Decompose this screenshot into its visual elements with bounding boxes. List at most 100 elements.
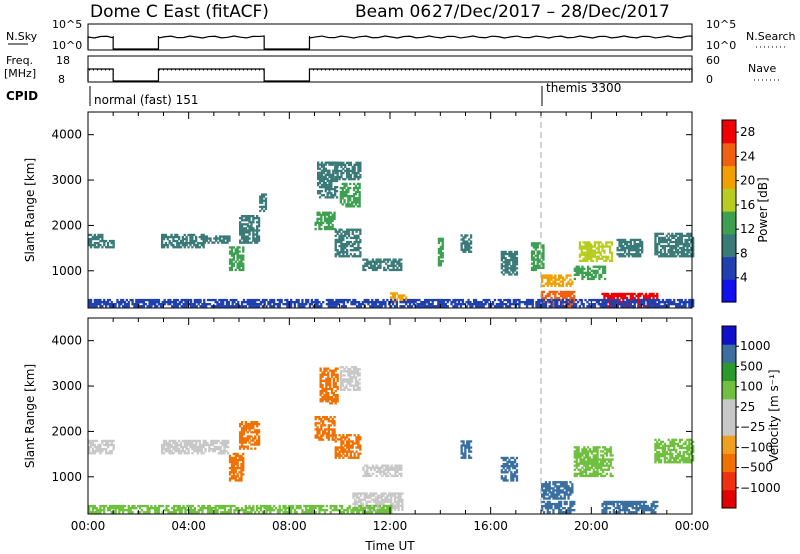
echo-cell (154, 303, 157, 306)
echo-cell (540, 244, 543, 247)
echo-cell (99, 301, 102, 304)
echo-cell (252, 305, 255, 308)
echo-cell (527, 301, 531, 304)
echo-cell (178, 246, 181, 249)
echo-cell (219, 452, 222, 455)
echo-cell (536, 250, 539, 253)
echo-cell (461, 301, 464, 304)
echo-cell (324, 161, 327, 164)
echo-cell (333, 303, 336, 306)
echo-cell (335, 196, 339, 199)
echo-cell (390, 292, 393, 295)
echo-cell (608, 245, 612, 248)
echo-cell (183, 452, 186, 455)
echo-cell (323, 367, 326, 370)
echo-cell (573, 509, 576, 512)
echo-cell (565, 491, 568, 494)
echo-cell (146, 298, 149, 302)
echo-cell (339, 388, 342, 391)
echo-region (314, 416, 336, 441)
y-tick-label: 3000 (51, 173, 82, 187)
echo-cell (248, 225, 251, 228)
echo-cell (228, 458, 232, 462)
echo-cell (530, 262, 534, 265)
echo-cell (659, 455, 663, 458)
echo-cell (95, 439, 98, 443)
echo-cell (354, 368, 358, 371)
echo-cell (248, 435, 251, 438)
figure-title: Dome C East (fitACF) (90, 2, 269, 22)
echo-cell (502, 261, 505, 264)
echo-cell (101, 439, 104, 443)
echo-cell (148, 301, 151, 304)
echo-cell (327, 303, 330, 306)
echo-cell (379, 468, 382, 471)
echo-cell (97, 448, 100, 451)
echo-cell (371, 266, 375, 269)
echo-cell (405, 298, 408, 301)
echo-cell (536, 266, 539, 269)
echo-cell (669, 461, 672, 464)
echo-cell (341, 374, 344, 377)
echo-cell (319, 379, 322, 382)
echo-cell (641, 500, 644, 504)
echo-cell (244, 235, 247, 238)
echo-cell (254, 301, 257, 304)
echo-region (161, 233, 205, 249)
echo-cell (399, 305, 402, 308)
echo-cell (131, 298, 134, 302)
echo-cell (332, 175, 335, 178)
echo-cell (464, 248, 467, 251)
echo-cell (532, 244, 536, 247)
echo-cell (213, 237, 216, 240)
echo-cell (690, 305, 693, 308)
echo-cell (513, 273, 517, 276)
echo-cell (334, 240, 337, 244)
echo-cell (88, 450, 91, 453)
echo-cell (331, 223, 334, 227)
echo-cell (342, 171, 345, 175)
echo-cell (322, 213, 325, 216)
echo-cell (512, 267, 515, 270)
echo-cell (515, 456, 519, 460)
echo-cell (261, 205, 264, 208)
echo-cell (347, 442, 351, 445)
echo-cell (244, 217, 247, 220)
echo-cell (349, 382, 352, 385)
echo-cell (375, 474, 378, 478)
echo-cell (534, 248, 537, 251)
echo-cell (377, 468, 380, 471)
echo-cell (675, 234, 678, 237)
echo-cell (240, 301, 244, 304)
echo-cell (340, 240, 343, 244)
echo-cell (597, 257, 600, 260)
echo-cell (633, 255, 636, 258)
echo-cell (513, 265, 517, 268)
echo-cell (325, 217, 329, 220)
echo-cell (353, 454, 356, 457)
echo-cell (607, 466, 610, 469)
echo-cell (120, 303, 123, 306)
echo-cell (127, 303, 130, 306)
echo-cell (676, 253, 680, 256)
echo-cell (183, 441, 186, 445)
echo-cell (273, 305, 276, 308)
echo-cell (456, 303, 459, 306)
echo-cell (351, 456, 354, 459)
echo-cell (239, 217, 242, 220)
echo-cell (354, 186, 358, 190)
echo-cell (541, 305, 544, 308)
echo-cell (586, 255, 589, 258)
echo-cell (601, 298, 604, 302)
echo-cell (316, 211, 319, 214)
echo-cell (326, 177, 329, 181)
echo-cell (163, 298, 166, 302)
echo-cell (552, 509, 555, 512)
echo-cell (675, 242, 678, 246)
echo-cell (343, 193, 346, 196)
echo-cell (548, 495, 551, 498)
echo-cell (622, 240, 625, 244)
echo-cell (532, 258, 536, 261)
echo-cell (614, 292, 617, 296)
echo-cell (89, 445, 93, 449)
